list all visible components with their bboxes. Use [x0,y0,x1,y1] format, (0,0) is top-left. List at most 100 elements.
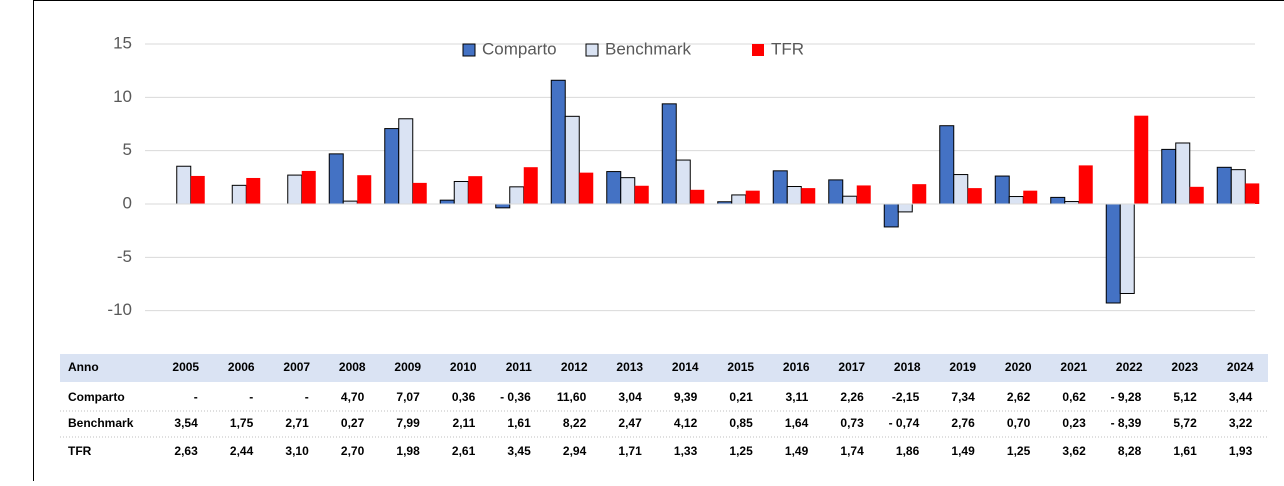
table-cell: 2,62 [1007,390,1031,404]
table-cell: 2,94 [563,444,587,458]
table-cell: 3,10 [285,444,309,458]
table-cell: 0,85 [729,416,753,430]
bar [399,119,413,204]
bar [357,175,371,204]
bar [1079,165,1093,204]
table-cell: 1,49 [785,444,809,458]
bar [1106,204,1120,303]
bar [1134,116,1148,204]
y-tick-label: 0 [123,193,132,212]
table-cell: 4,12 [674,416,698,430]
table-cell: 2,26 [840,390,864,404]
legend-label: TFR [771,39,804,58]
bar [635,186,649,204]
table-cell: 8,28 [1118,444,1142,458]
table-cell: 5,12 [1173,390,1197,404]
bar [232,185,246,204]
bar [773,171,787,204]
y-tick-label: 5 [123,140,132,159]
table-cell: 2,70 [341,444,365,458]
bar [468,176,482,204]
table-cell: - 0,36 [500,390,531,404]
x-category-label: 2011 [506,360,532,374]
bar [302,171,316,204]
table-cell: - [305,390,309,404]
y-tick-label: -5 [117,247,132,266]
table-cell: 1,25 [729,444,753,458]
bar [898,204,912,212]
bar [1051,197,1065,204]
table-cell: 4,70 [341,390,365,404]
table-cell: - [249,390,253,404]
table-cell: 11,60 [557,390,587,404]
y-tick-label: 10 [113,87,132,106]
x-category-label: 2005 [172,360,199,374]
bar [968,188,982,204]
row-label: Comparto [68,390,125,404]
x-category-label: 2022 [1116,360,1143,374]
bar [746,191,760,204]
bar [787,187,801,204]
table-cell: 1,61 [507,416,531,430]
bar [1162,149,1176,204]
bar [177,166,191,204]
table-cell: 7,07 [396,390,420,404]
table-cell: - [194,390,198,404]
bar [440,200,454,204]
table-cell: 3,04 [618,390,642,404]
bar [524,167,538,204]
bar [912,184,926,204]
frame [34,1,1284,482]
bar [1245,183,1259,204]
y-tick-label: 15 [113,33,132,52]
x-category-label: 2009 [394,360,421,374]
table-cell: 3,45 [507,444,531,458]
legend-swatch [463,44,475,56]
table-cell: 0,27 [341,416,365,430]
row-label: Benchmark [68,416,134,430]
bar [690,190,704,204]
x-category-label: 2019 [949,360,976,374]
table-cell: 7,34 [951,390,975,404]
x-category-label: 2015 [727,360,754,374]
table-cell: 0,73 [840,416,864,430]
table-cell: 0,36 [452,390,476,404]
table-cell: 1,93 [1229,444,1253,458]
bar [191,176,205,204]
table-cell: 2,11 [453,416,476,430]
bar [662,104,676,204]
bar [1217,167,1231,204]
x-category-label: 2018 [894,360,921,374]
bar [551,80,565,204]
row-label: TFR [68,444,92,458]
table-cell: - 8,39 [1111,416,1142,430]
x-category-label: 2010 [450,360,477,374]
table-cell: 3,62 [1062,444,1086,458]
bar [829,180,843,204]
bar [995,176,1009,204]
x-category-label: 2023 [1171,360,1198,374]
bar [1231,170,1245,204]
table-cell: 1,86 [896,444,920,458]
bar [565,116,579,204]
table-cell: 2,47 [618,416,642,430]
bar [843,196,857,204]
x-category-label: 2008 [339,360,366,374]
bar [1176,143,1190,204]
bar [1190,187,1204,204]
bar [510,187,524,204]
legend-label: Benchmark [605,39,691,58]
x-category-label: 2012 [561,360,588,374]
bar [329,154,343,204]
x-category-label: 2006 [228,360,255,374]
table-cell: 1,64 [785,416,809,430]
x-category-label: 2013 [616,360,643,374]
table-cell: - 9,28 [1111,390,1142,404]
bar [385,129,399,204]
table-cell: 2,61 [452,444,476,458]
x-category-label: 2024 [1227,360,1254,374]
table-cell: 1,75 [230,416,254,430]
table-cell: 0,62 [1062,390,1086,404]
x-category-label: 2020 [1005,360,1032,374]
